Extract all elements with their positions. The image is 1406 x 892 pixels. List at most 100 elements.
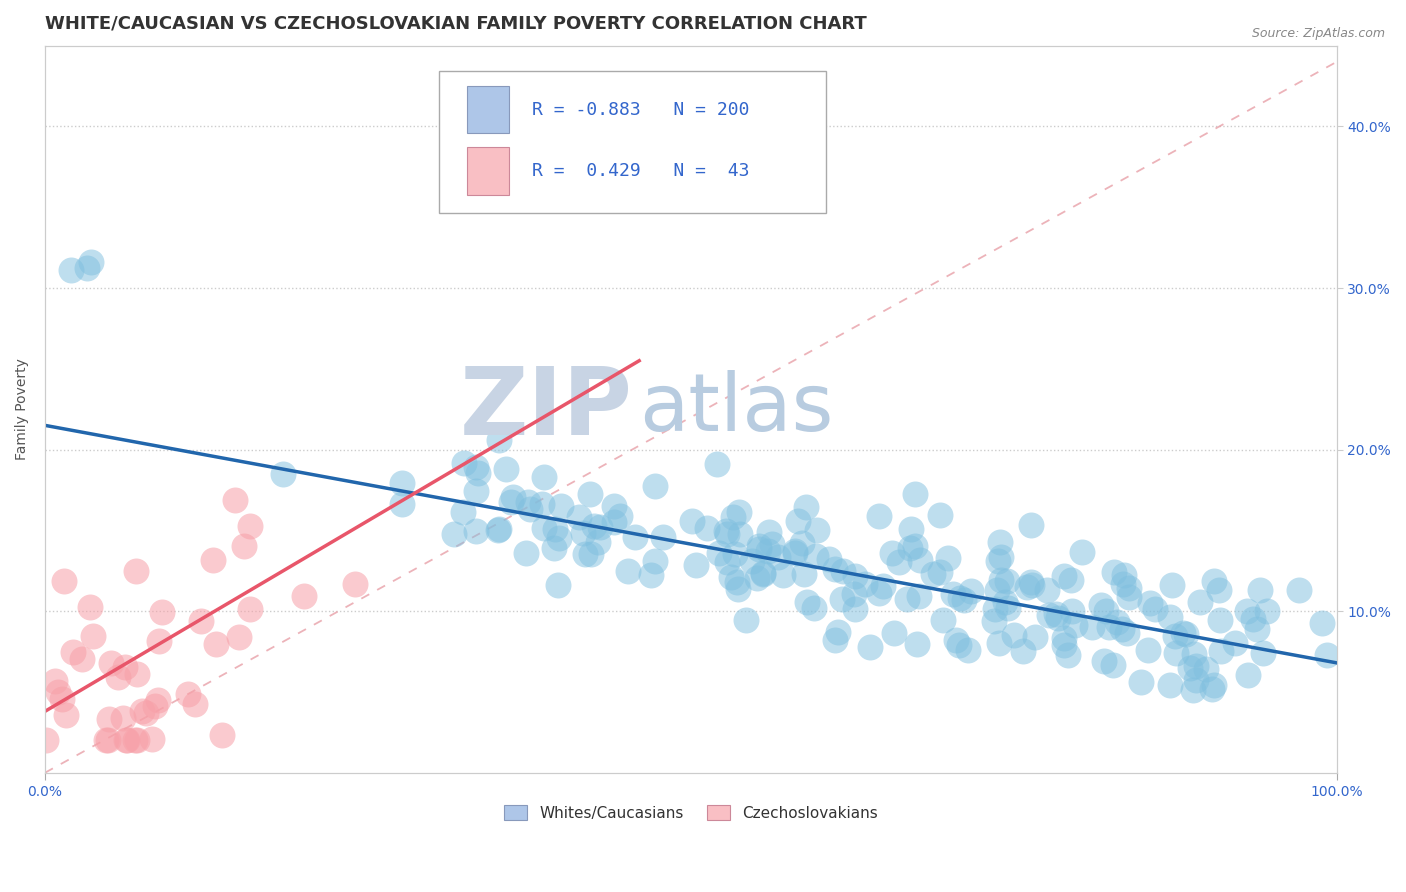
Point	[949, 591, 972, 605]
Point	[44, 674, 66, 689]
Point	[202, 553, 225, 567]
Point	[706, 457, 728, 471]
Point	[724, 548, 747, 562]
Point	[1195, 662, 1218, 676]
Point	[97, 733, 120, 747]
Point	[1316, 648, 1339, 663]
Point	[107, 670, 129, 684]
Point	[464, 484, 486, 499]
Point	[183, 698, 205, 712]
Point	[292, 589, 315, 603]
Point	[696, 521, 718, 535]
Point	[517, 495, 540, 509]
Y-axis label: Family Poverty: Family Poverty	[15, 359, 30, 460]
Point	[117, 733, 139, 747]
Point	[543, 522, 565, 536]
Point	[111, 711, 134, 725]
Point	[82, 629, 104, 643]
Point	[734, 613, 756, 627]
Point	[1094, 604, 1116, 618]
Point	[114, 659, 136, 673]
Point	[727, 582, 749, 596]
Text: Source: ZipAtlas.com: Source: ZipAtlas.com	[1251, 27, 1385, 40]
Point	[907, 589, 929, 603]
Point	[1251, 646, 1274, 660]
Point	[1175, 627, 1198, 641]
Point	[1081, 620, 1104, 634]
Point	[922, 567, 945, 582]
Point	[1236, 604, 1258, 618]
Point	[571, 526, 593, 541]
Point	[205, 637, 228, 651]
Point	[953, 593, 976, 607]
Point	[824, 561, 846, 575]
Point	[995, 574, 1018, 588]
Point	[987, 554, 1010, 568]
Point	[531, 497, 554, 511]
Point	[464, 524, 486, 538]
Point	[818, 551, 841, 566]
Point	[515, 546, 537, 560]
Text: R = -0.883   N = 200: R = -0.883 N = 200	[531, 101, 749, 119]
Point	[905, 637, 928, 651]
Point	[721, 509, 744, 524]
Point	[1209, 613, 1232, 627]
Point	[1159, 610, 1181, 624]
Point	[1164, 646, 1187, 660]
Point	[583, 519, 606, 533]
Point	[942, 587, 965, 601]
Point	[1105, 615, 1128, 629]
Point	[239, 602, 262, 616]
Point	[125, 733, 148, 747]
Point	[640, 568, 662, 582]
Point	[988, 535, 1011, 549]
Point	[273, 467, 295, 481]
FancyBboxPatch shape	[467, 86, 509, 133]
Point	[994, 595, 1017, 609]
Point	[1143, 601, 1166, 615]
Point	[1036, 582, 1059, 597]
Point	[79, 600, 101, 615]
Point	[1111, 622, 1133, 636]
Point	[1185, 673, 1208, 687]
Point	[752, 567, 775, 582]
Point	[391, 475, 413, 490]
Point	[1118, 591, 1140, 605]
Point	[1256, 604, 1278, 618]
Point	[1184, 659, 1206, 673]
Point	[756, 544, 779, 558]
Point	[148, 633, 170, 648]
Point	[727, 505, 749, 519]
Point	[1208, 583, 1230, 598]
Point	[533, 521, 555, 535]
Point	[125, 564, 148, 578]
Point	[603, 499, 626, 513]
Point	[131, 704, 153, 718]
Point	[1024, 630, 1046, 644]
Point	[741, 554, 763, 568]
Point	[1019, 518, 1042, 533]
Text: ZIP: ZIP	[460, 363, 633, 455]
Point	[806, 523, 828, 537]
Point	[644, 554, 666, 568]
Point	[1021, 577, 1043, 591]
Point	[1019, 574, 1042, 589]
Point	[990, 573, 1012, 587]
Point	[844, 602, 866, 616]
Point	[790, 536, 813, 550]
Point	[1098, 620, 1121, 634]
Point	[997, 600, 1019, 615]
Point	[1182, 682, 1205, 697]
Point	[1045, 607, 1067, 622]
Point	[127, 667, 149, 681]
Point	[831, 564, 853, 578]
Text: atlas: atlas	[640, 370, 834, 448]
Point	[574, 547, 596, 561]
Point	[880, 546, 903, 560]
Point	[803, 601, 825, 615]
Point	[1202, 574, 1225, 588]
Point	[1102, 565, 1125, 579]
Point	[725, 575, 748, 590]
Point	[143, 699, 166, 714]
Point	[62, 645, 84, 659]
